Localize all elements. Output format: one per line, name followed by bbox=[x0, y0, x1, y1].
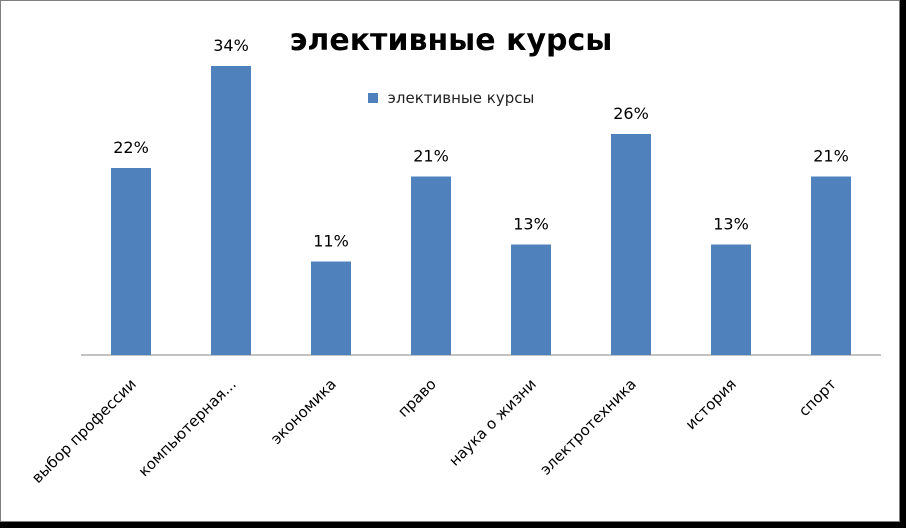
chart-title: элективные курсы bbox=[289, 23, 613, 58]
category-label: электротехника bbox=[536, 375, 639, 478]
bar bbox=[711, 244, 751, 355]
bar bbox=[211, 66, 251, 355]
category-label: экономика bbox=[267, 375, 340, 448]
category-label: спорт bbox=[795, 375, 840, 420]
data-label: 21% bbox=[813, 147, 849, 166]
data-label: 13% bbox=[713, 215, 749, 234]
category-label: выбор профессии bbox=[28, 375, 140, 487]
category-label: право bbox=[394, 375, 440, 421]
category-label: история bbox=[682, 375, 740, 433]
data-label: 34% bbox=[213, 36, 249, 55]
data-label: 22% bbox=[113, 138, 149, 157]
data-label: 13% bbox=[513, 215, 549, 234]
bar bbox=[411, 176, 451, 355]
legend-swatch bbox=[367, 92, 378, 103]
legend-label: элективные курсы bbox=[387, 89, 535, 107]
data-label: 11% bbox=[313, 232, 349, 251]
bar bbox=[311, 261, 351, 355]
data-label: 21% bbox=[413, 147, 449, 166]
bar bbox=[511, 244, 551, 355]
category-label: компьютерная... bbox=[135, 375, 240, 480]
bar bbox=[811, 176, 851, 355]
bar bbox=[611, 134, 651, 355]
bar bbox=[111, 168, 151, 355]
category-label: наука о жизни bbox=[445, 375, 539, 469]
data-label: 26% bbox=[613, 104, 649, 123]
legend: элективные курсы bbox=[1, 89, 901, 107]
